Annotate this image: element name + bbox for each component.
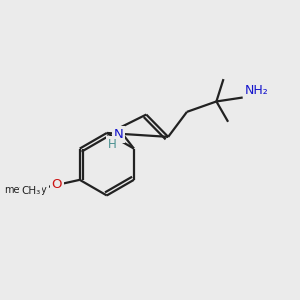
Text: NH₂: NH₂ <box>245 84 269 97</box>
Text: H: H <box>108 138 116 151</box>
Text: CH₃: CH₃ <box>21 186 40 196</box>
Text: methoxy: methoxy <box>4 185 47 195</box>
Text: N: N <box>113 128 123 141</box>
Text: O: O <box>52 178 62 191</box>
